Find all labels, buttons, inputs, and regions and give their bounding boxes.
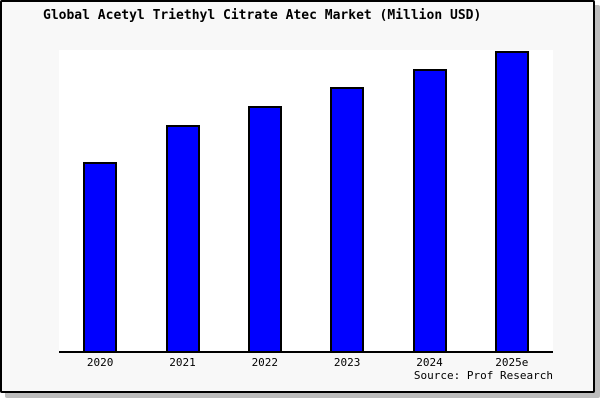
x-tick-label-2024: 2024 xyxy=(416,356,443,369)
x-tick-label-2022: 2022 xyxy=(251,356,279,369)
bar-2020 xyxy=(83,162,118,351)
bar-2023 xyxy=(330,87,365,351)
x-tick-label-2025e: 2025e xyxy=(495,356,529,369)
bar-2021 xyxy=(165,125,200,351)
chart-title: Global Acetyl Triethyl Citrate Atec Mark… xyxy=(43,8,482,23)
bar-2022 xyxy=(247,106,282,351)
bar-2025e xyxy=(494,51,529,351)
source-label: Source: Prof Research xyxy=(413,369,553,382)
x-axis-labels: 2020 2021 2022 2023 2024 2025e xyxy=(59,356,553,370)
chart-card: Global Acetyl Triethyl Citrate Atec Mark… xyxy=(0,0,595,393)
plot-area xyxy=(59,50,553,353)
x-tick-label-2023: 2023 xyxy=(333,356,361,369)
x-tick-label-2021: 2021 xyxy=(169,356,196,369)
x-tick-label-2020: 2020 xyxy=(86,356,114,369)
bar-2024 xyxy=(412,69,447,351)
